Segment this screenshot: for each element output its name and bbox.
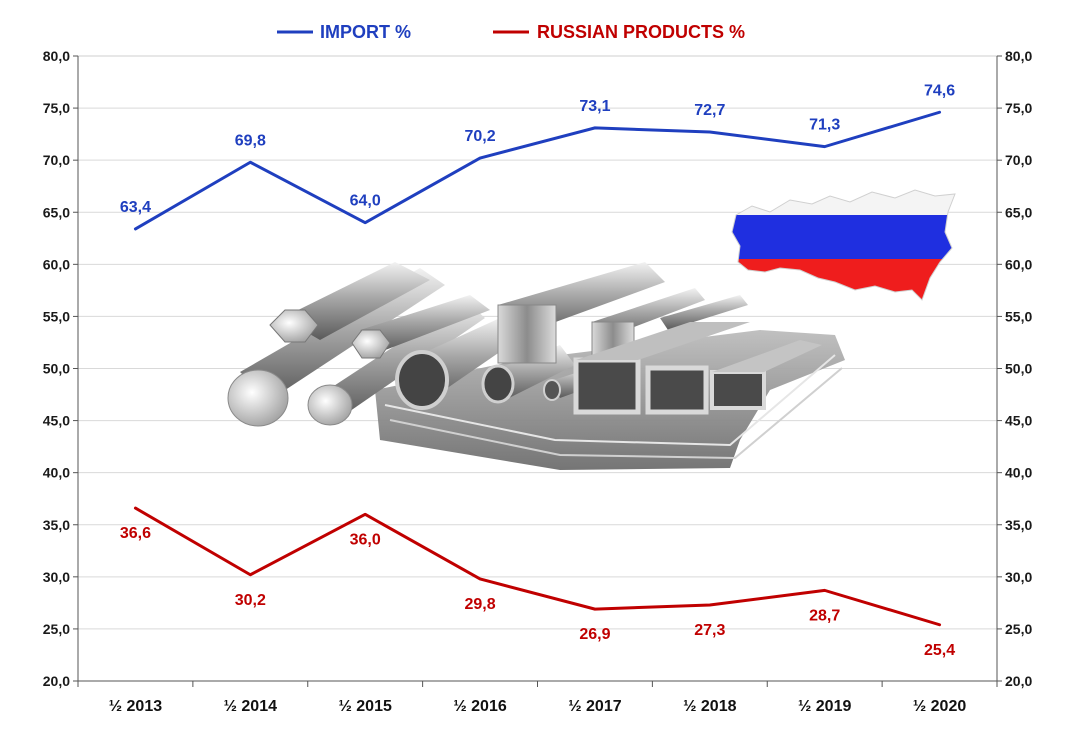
y-tick-label-left: 25,0	[43, 621, 70, 637]
steel-products-image	[227, 262, 845, 470]
data-label: 26,9	[579, 626, 610, 643]
y-tick-label-left: 60,0	[43, 256, 70, 272]
y-tick-label-left: 80,0	[43, 48, 70, 64]
y-tick-label-left: 30,0	[43, 569, 70, 585]
data-label: 71,3	[809, 117, 840, 134]
y-tick-label-right: 50,0	[1005, 361, 1032, 377]
y-tick-label-right: 80,0	[1005, 48, 1032, 64]
legend-label: RUSSIAN PRODUCTS %	[537, 22, 745, 42]
data-label: 36,0	[350, 531, 381, 548]
x-tick-label: ½ 2014	[224, 698, 277, 715]
data-label: 73,1	[579, 98, 610, 115]
x-tick-label: ½ 2013	[109, 698, 162, 715]
y-tick-label-right: 65,0	[1005, 204, 1032, 220]
y-tick-label-right: 60,0	[1005, 256, 1032, 272]
y-tick-label-right: 70,0	[1005, 152, 1032, 168]
series-line-import	[133, 110, 942, 231]
legend: IMPORT % RUSSIAN PRODUCTS %	[277, 22, 745, 42]
series: 63,4 69,8 64,0 70,2 73,1 72,7 71,3 74,6 36,6 30,2…	[120, 82, 955, 659]
x-tick-label: ½ 2017	[568, 698, 621, 715]
series-line-russian-products	[133, 506, 942, 627]
y-tick-label-right: 55,0	[1005, 308, 1032, 324]
data-label: 25,4	[924, 642, 955, 659]
y-tick-label-left: 40,0	[43, 465, 70, 481]
y-tick-label-left: 75,0	[43, 100, 70, 116]
y-tick-label-left: 20,0	[43, 673, 70, 689]
data-label: 74,6	[924, 82, 955, 99]
data-label: 30,2	[235, 592, 266, 609]
data-label: 64,0	[350, 193, 381, 210]
data-label: 72,7	[694, 102, 725, 119]
y-tick-label-left: 65,0	[43, 204, 70, 220]
y-tick-label-right: 30,0	[1005, 569, 1032, 585]
x-tick-label: ½ 2016	[453, 698, 506, 715]
x-tick-label: ½ 2015	[338, 698, 391, 715]
data-label: 69,8	[235, 132, 266, 149]
legend-label: IMPORT %	[320, 22, 411, 42]
russia-flag-map-image	[731, 189, 956, 301]
y-tick-label-left: 50,0	[43, 361, 70, 377]
data-label: 27,3	[694, 622, 725, 639]
y-tick-label-right: 75,0	[1005, 100, 1032, 116]
x-tick-label: ½ 2019	[798, 698, 851, 715]
data-label: 70,2	[464, 128, 495, 145]
x-tick-label: ½ 2020	[913, 698, 966, 715]
y-tick-label-left: 55,0	[43, 308, 70, 324]
y-tick-label-right: 25,0	[1005, 621, 1032, 637]
y-tick-label-right: 40,0	[1005, 465, 1032, 481]
y-tick-label-left: 70,0	[43, 152, 70, 168]
y-tick-label-left: 45,0	[43, 413, 70, 429]
y-tick-label-right: 20,0	[1005, 673, 1032, 689]
axes: 20,0 20,0 25,0 25,0 30,0 30,0 35,0 35,0 40,0 40,0…	[43, 48, 1033, 715]
y-tick-label-left: 35,0	[43, 517, 70, 533]
data-label: 36,6	[120, 525, 151, 542]
data-label: 29,8	[464, 596, 495, 613]
data-label: 28,7	[809, 607, 840, 624]
y-tick-label-right: 45,0	[1005, 413, 1032, 429]
data-label: 63,4	[120, 199, 151, 216]
x-tick-label: ½ 2018	[683, 698, 736, 715]
y-tick-label-right: 35,0	[1005, 517, 1032, 533]
